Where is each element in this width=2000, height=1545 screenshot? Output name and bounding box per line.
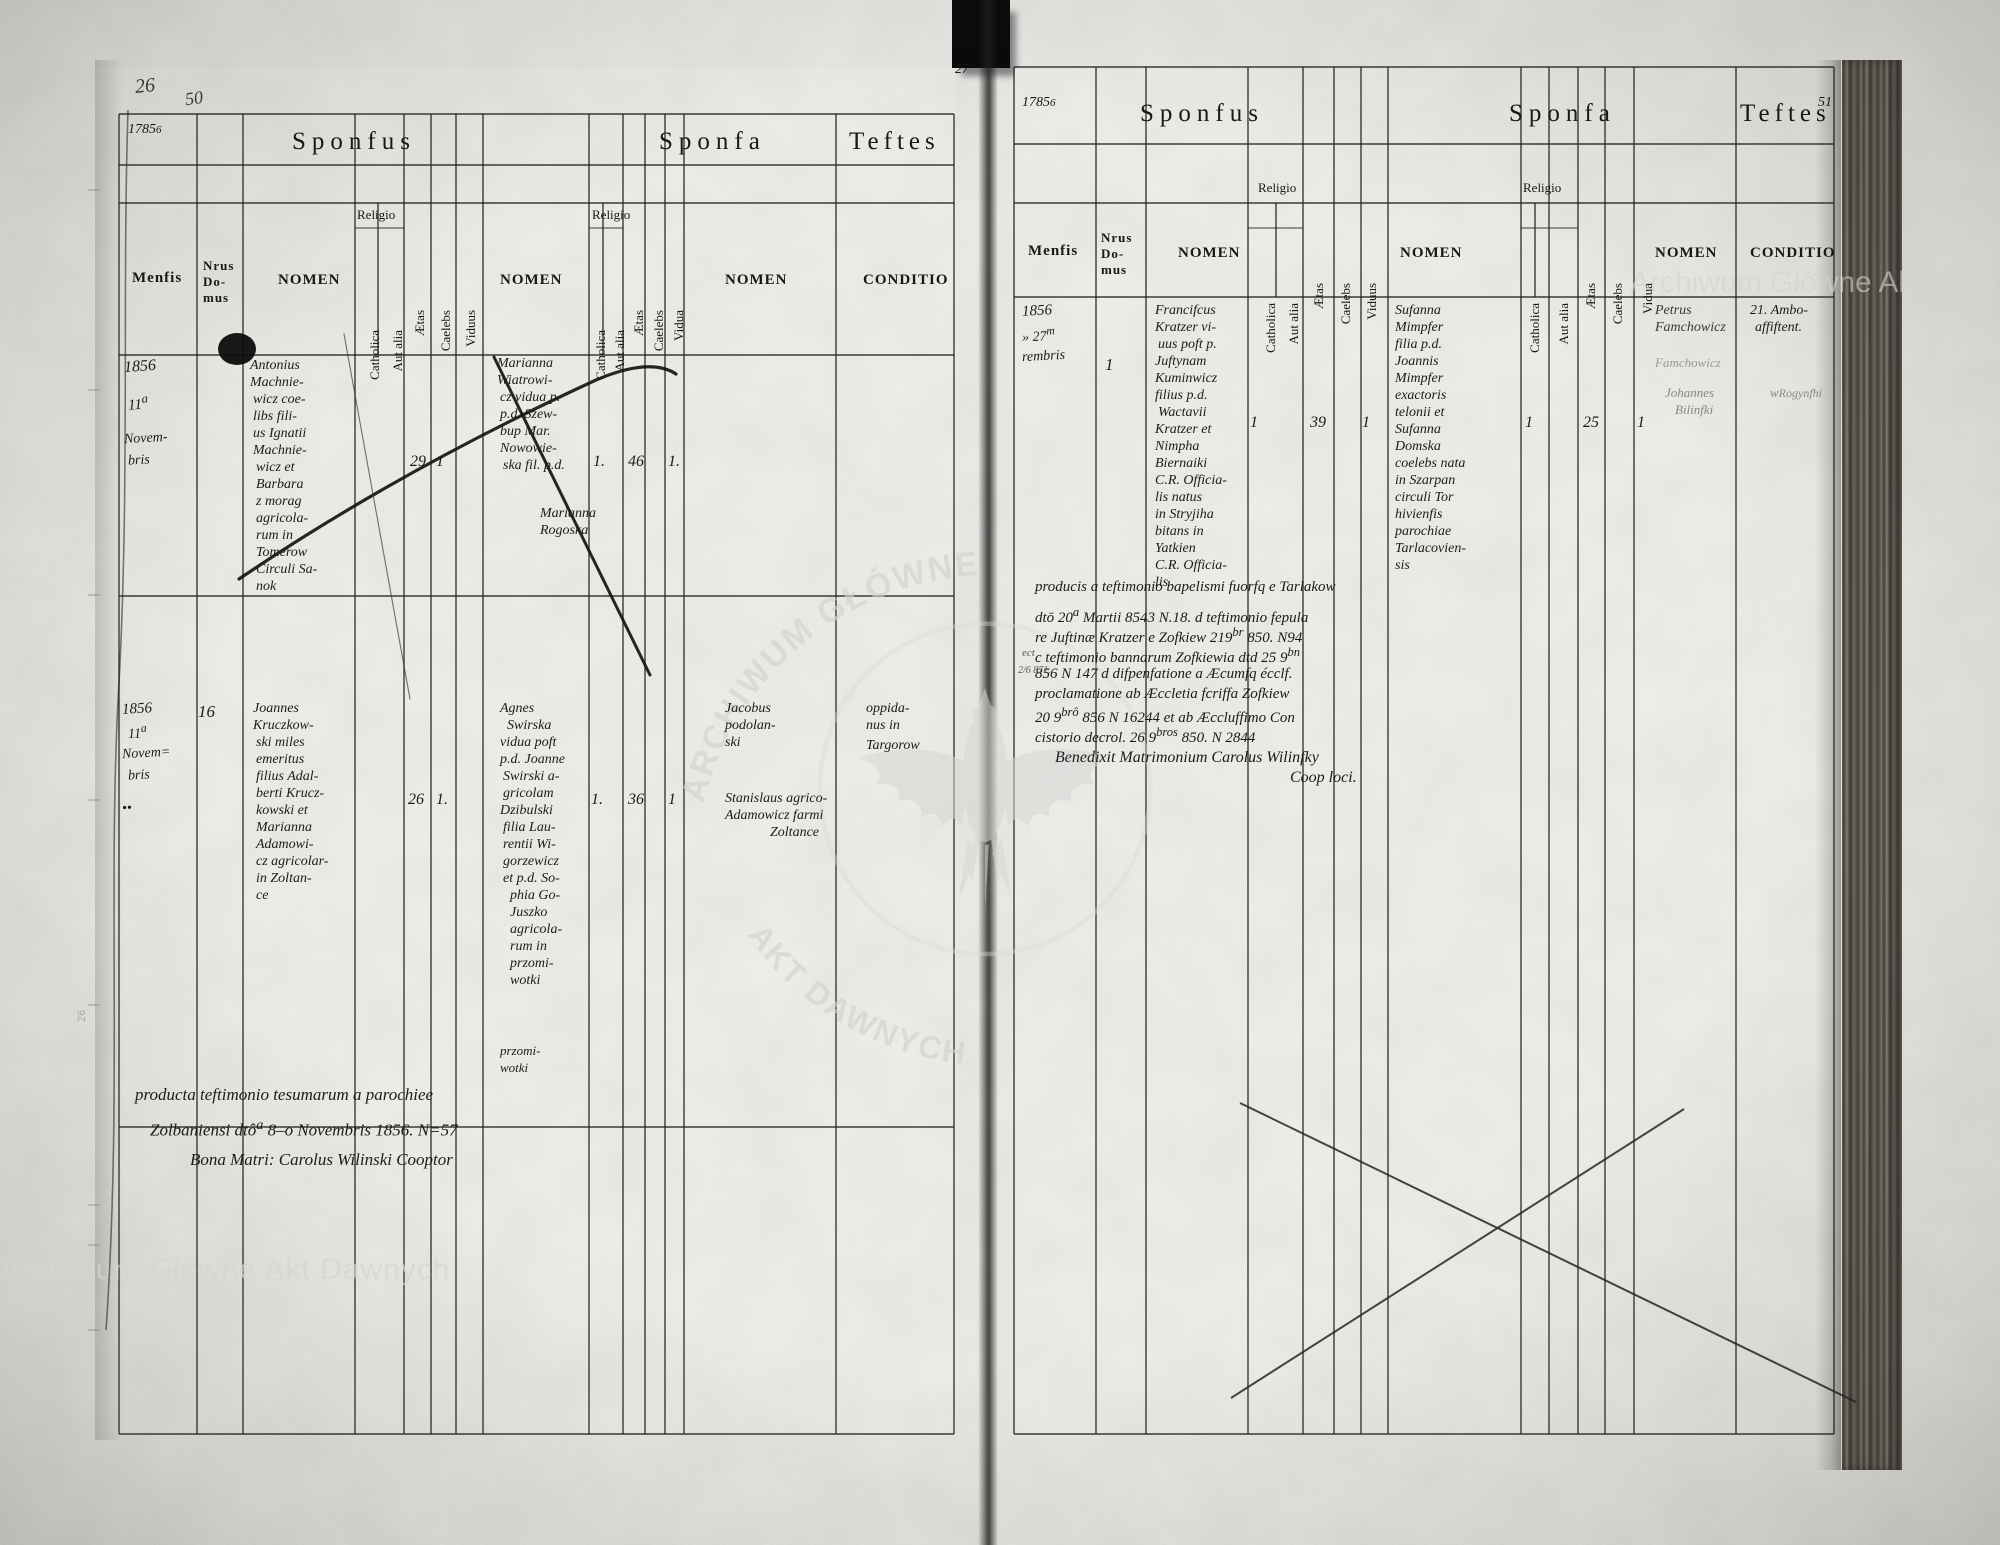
svg-text:Archiwum Główne Akt Dawnych: Archiwum Główne Akt Dawnych — [1630, 266, 2000, 299]
svg-text:26: 26 — [76, 1010, 88, 1022]
svg-text:AKT DAWNYCH: AKT DAWNYCH — [741, 917, 969, 1071]
svg-text:Archiwum Główne Akt Dawnych: Archiwum Główne Akt Dawnych — [0, 1253, 451, 1286]
